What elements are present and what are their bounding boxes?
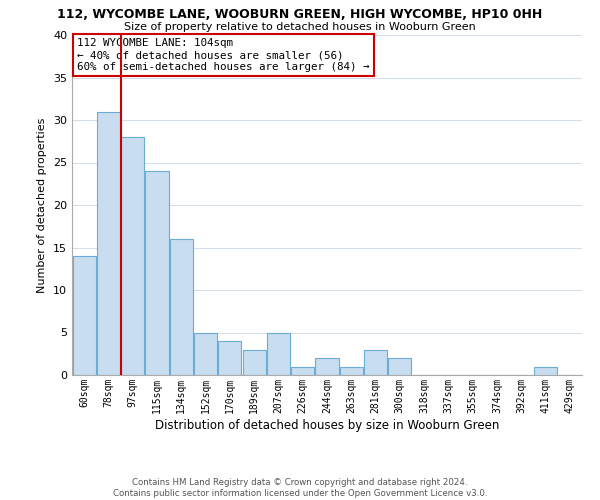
Bar: [170, 239, 193, 375]
Text: Contains HM Land Registry data © Crown copyright and database right 2024.
Contai: Contains HM Land Registry data © Crown c…: [113, 478, 487, 498]
Text: 112 WYCOMBE LANE: 104sqm
← 40% of detached houses are smaller (56)
60% of semi-d: 112 WYCOMBE LANE: 104sqm ← 40% of detach…: [77, 38, 370, 72]
Bar: [145, 171, 169, 375]
Bar: [388, 358, 412, 375]
Bar: [73, 256, 95, 375]
Bar: [218, 341, 241, 375]
Bar: [534, 366, 557, 375]
Bar: [291, 366, 314, 375]
Bar: [364, 350, 387, 375]
Bar: [316, 358, 338, 375]
Text: Size of property relative to detached houses in Wooburn Green: Size of property relative to detached ho…: [124, 22, 476, 32]
Bar: [242, 350, 266, 375]
Bar: [97, 112, 120, 375]
Bar: [267, 332, 290, 375]
Bar: [194, 332, 217, 375]
X-axis label: Distribution of detached houses by size in Wooburn Green: Distribution of detached houses by size …: [155, 418, 499, 432]
Y-axis label: Number of detached properties: Number of detached properties: [37, 118, 47, 292]
Text: 112, WYCOMBE LANE, WOOBURN GREEN, HIGH WYCOMBE, HP10 0HH: 112, WYCOMBE LANE, WOOBURN GREEN, HIGH W…: [58, 8, 542, 20]
Bar: [340, 366, 363, 375]
Bar: [121, 137, 144, 375]
